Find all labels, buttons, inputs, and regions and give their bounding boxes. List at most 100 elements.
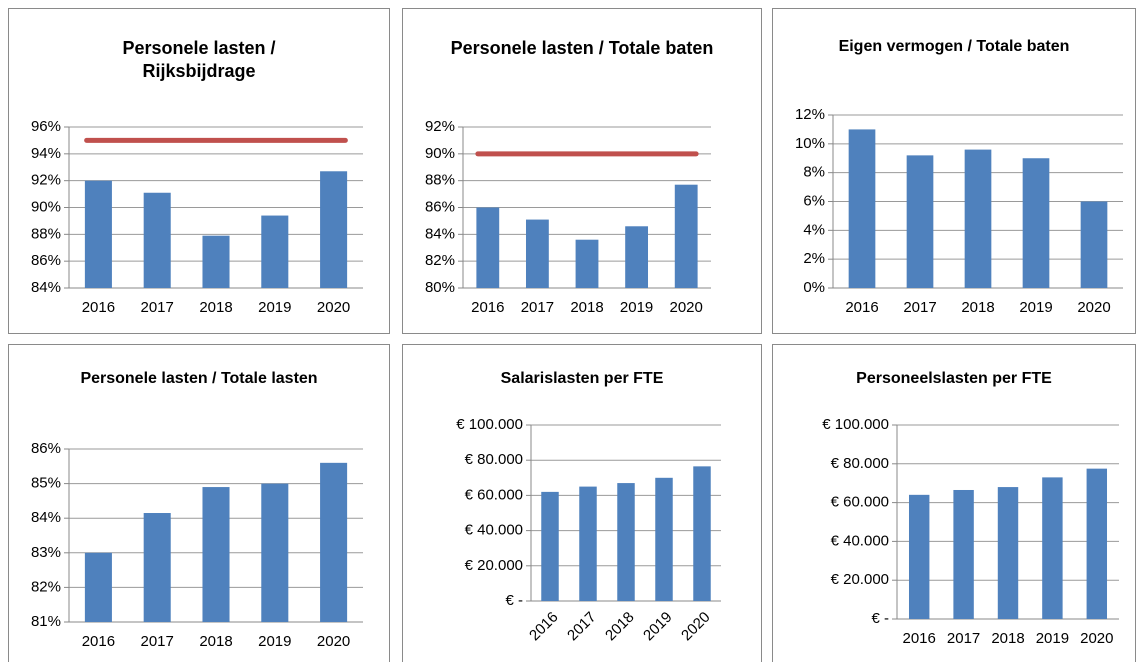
x-tick-label: 2019	[258, 299, 291, 316]
y-tick-label: 90%	[31, 198, 61, 215]
x-tick-label: 2016	[82, 633, 115, 650]
chart-panel: Personele lasten / Totale baten 80% 82% 84%…	[402, 8, 762, 334]
bar	[525, 219, 549, 288]
y-tick-label: € 60.000	[465, 486, 523, 503]
bar	[261, 483, 289, 622]
y-tick-label: € -	[505, 592, 523, 609]
x-tick-label: 2018	[199, 633, 232, 650]
x-tick-label: 2019	[1036, 630, 1069, 647]
bar	[1080, 201, 1108, 288]
bar	[908, 494, 930, 619]
y-tick-label: € 20.000	[465, 557, 523, 574]
y-tick-label: 82%	[31, 578, 61, 595]
y-tick-label: 4%	[803, 221, 825, 238]
bar	[320, 462, 348, 622]
chart-title: Salarislasten per FTE	[500, 370, 664, 387]
bar	[1086, 468, 1108, 619]
bar	[997, 487, 1019, 619]
y-tick-label: 86%	[31, 440, 61, 457]
y-tick-label: 83%	[31, 544, 61, 561]
chart: 0% 2% 4% 6% 8% 10% 12% 2016 2017 2018 2019 2020	[795, 106, 1123, 316]
chart: 81% 82% 83% 84% 85% 86% 2016 2017 2018 2019 2020	[31, 440, 363, 650]
x-tick-label: 2017	[521, 299, 554, 316]
x-tick-label: 2016	[526, 609, 562, 645]
chart-panel: Eigen vermogen / Totale baten 0% 2% 4% 6% 8% 1…	[772, 8, 1136, 334]
y-tick-label: € 60.000	[831, 494, 889, 511]
y-tick-label: € 100.000	[822, 416, 889, 433]
y-tick-label: 96%	[31, 118, 61, 135]
y-tick-label: 86%	[425, 198, 455, 215]
y-tick-label: 84%	[31, 509, 61, 526]
y-tick-label: 0%	[803, 279, 825, 296]
y-tick-label: 82%	[425, 252, 455, 269]
bar	[625, 226, 649, 288]
bar	[143, 192, 171, 288]
y-tick-label: € 20.000	[831, 571, 889, 588]
bar	[1022, 158, 1050, 288]
bar	[476, 207, 500, 288]
y-tick-label: 8%	[803, 164, 825, 181]
bar	[953, 489, 974, 619]
y-tick-label: 12%	[795, 106, 825, 123]
chart: € - € 20.000 € 40.000 € 60.000 € 80.000 € 100…	[456, 416, 721, 645]
y-tick-label: 86%	[31, 252, 61, 269]
y-tick-label: € 100.000	[456, 416, 523, 433]
x-tick-label: 2020	[1080, 630, 1113, 647]
y-tick-label: 90%	[425, 145, 455, 162]
chart-title: Personeelslasten per FTE	[856, 370, 1052, 387]
x-tick-label: 2017	[141, 299, 174, 316]
y-tick-label: 85%	[31, 475, 61, 492]
x-tick-label: 2020	[678, 609, 714, 645]
chart-panel: Personele lasten / Totale lasten 81% 82% 83…	[8, 344, 390, 662]
x-tick-label: 2016	[903, 630, 936, 647]
x-tick-label: 2017	[564, 609, 600, 645]
y-tick-label: 80%	[425, 279, 455, 296]
chart-panel: Personeelslasten per FTE € - € 20.000 € 40.…	[772, 344, 1136, 662]
y-tick-label: 88%	[425, 172, 455, 189]
bar	[655, 477, 673, 601]
bar	[617, 483, 635, 601]
x-tick-label: 2020	[317, 299, 350, 316]
y-tick-label: 92%	[31, 172, 61, 189]
y-tick-label: 94%	[31, 145, 61, 162]
bar	[84, 552, 112, 622]
bar	[320, 171, 348, 288]
x-tick-label: 2020	[670, 299, 703, 316]
bar	[202, 235, 230, 288]
bar	[575, 239, 599, 288]
bar	[143, 513, 171, 622]
y-tick-label: € -	[871, 610, 889, 627]
x-tick-label: 2018	[199, 299, 232, 316]
x-tick-label: 2016	[471, 299, 504, 316]
y-tick-label: 84%	[31, 279, 61, 296]
bar	[906, 155, 934, 288]
bar	[202, 487, 230, 622]
bar	[964, 149, 992, 288]
y-tick-label: 6%	[803, 192, 825, 209]
bar	[579, 486, 597, 601]
y-tick-label: 92%	[425, 118, 455, 135]
chart-panel: Salarislasten per FTE € - € 20.000 € 40.000…	[402, 344, 762, 662]
x-tick-label: 2016	[82, 299, 115, 316]
x-tick-label: 2018	[570, 299, 603, 316]
chart: 84% 86% 88% 90% 92% 94% 96% 2016 2017 2018 2019 202…	[31, 118, 363, 316]
x-tick-label: 2020	[317, 633, 350, 650]
y-tick-label: 81%	[31, 613, 61, 630]
bar	[693, 466, 711, 601]
chart: € - € 20.000 € 40.000 € 60.000 € 80.000 € 100…	[822, 416, 1119, 647]
x-tick-label: 2019	[620, 299, 653, 316]
x-tick-label: 2019	[1019, 299, 1052, 316]
chart-title: Personele lasten / Totale baten	[450, 38, 714, 58]
y-tick-label: 10%	[795, 135, 825, 152]
x-tick-label: 2017	[947, 630, 980, 647]
y-tick-label: 88%	[31, 225, 61, 242]
x-tick-label: 2020	[1077, 299, 1110, 316]
y-tick-label: 2%	[803, 250, 825, 267]
chart-panel: Personele lasten / Rijksbijdrage 84% 86% 88…	[8, 8, 390, 334]
chart-title: Eigen vermogen / Totale baten	[838, 38, 1070, 55]
chart-title: Personele lasten / Totale lasten	[80, 370, 318, 387]
x-tick-label: 2016	[845, 299, 878, 316]
x-tick-label: 2018	[961, 299, 994, 316]
x-tick-label: 2018	[991, 630, 1024, 647]
